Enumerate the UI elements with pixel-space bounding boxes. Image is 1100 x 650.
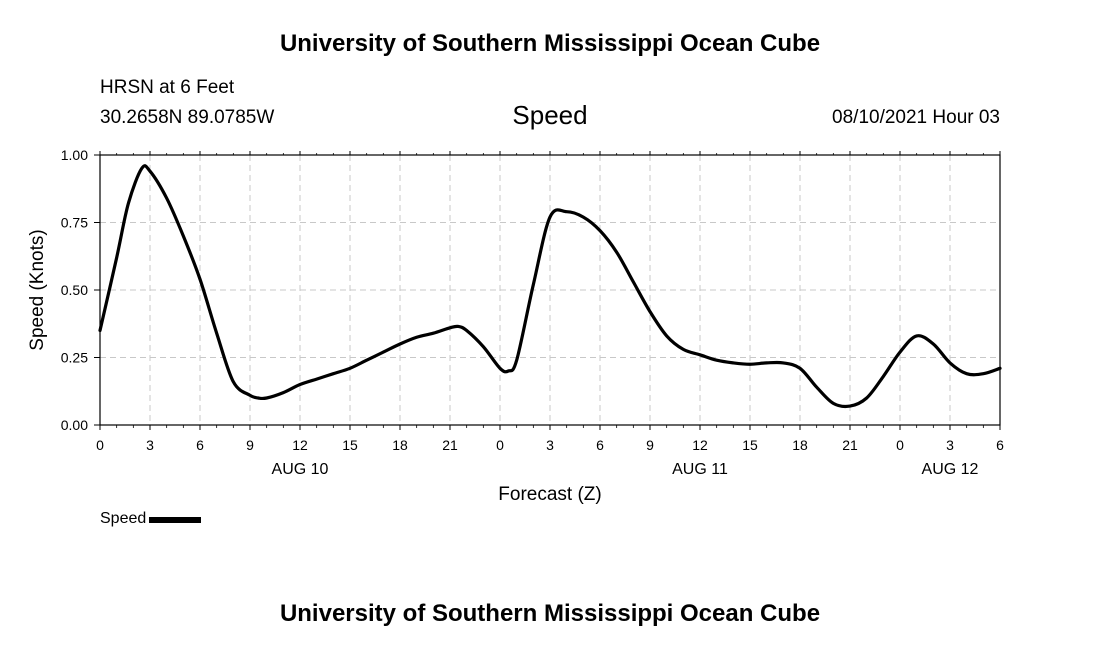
y-tick-label: 0.00 — [61, 417, 88, 433]
legend: Speed — [100, 510, 202, 528]
y-tick-labels: 0.00 0.25 0.50 0.75 1.00 — [61, 147, 88, 433]
grid-lines — [100, 155, 1000, 425]
x-tick-label: 3 — [146, 437, 154, 453]
footer-title: University of Southern Mississippi Ocean… — [279, 600, 821, 627]
x-axis-label: Forecast (Z) — [498, 484, 601, 505]
chart-title: University of Southern Mississippi Ocean… — [279, 30, 821, 57]
day-label: AUG 12 — [922, 461, 979, 478]
x-tick-label: 3 — [946, 437, 954, 453]
x-tick-label: 21 — [842, 437, 858, 453]
x-tick-label: 0 — [496, 437, 504, 453]
x-tick-label: 18 — [392, 437, 408, 453]
x-tick-label: 15 — [342, 437, 358, 453]
station-label: HRSN at 6 Feet — [100, 77, 235, 98]
x-tick-label: 21 — [442, 437, 458, 453]
y-axis-label: Speed (Knots) — [27, 229, 48, 350]
x-tick-label: 6 — [596, 437, 604, 453]
x-tick-label: 0 — [96, 437, 104, 453]
x-tick-labels: 0 3 6 9 12 15 18 21 0 3 6 9 12 15 18 21 0 3 6 — [96, 437, 1004, 453]
y-tick-label: 0.75 — [61, 215, 88, 231]
x-tick-label: 18 — [792, 437, 808, 453]
speed-series-line — [98, 164, 1002, 409]
y-tick-label: 1.00 — [61, 147, 88, 163]
x-tick-label: 6 — [196, 437, 204, 453]
y-tick-label: 0.50 — [61, 282, 88, 298]
legend-label: Speed — [100, 510, 147, 527]
variable-title: Speed — [512, 100, 588, 130]
plot-frame — [99, 154, 1001, 426]
x-tick-label: 0 — [896, 437, 904, 453]
x-tick-label: 9 — [246, 437, 254, 453]
day-label: AUG 11 — [672, 461, 728, 478]
day-labels: AUG 10 AUG 11 AUG 12 — [272, 461, 979, 478]
forecast-timestamp: 08/10/2021 Hour 03 — [832, 107, 1000, 128]
x-tick-label: 12 — [692, 437, 708, 453]
y-tick-label: 0.25 — [61, 350, 88, 366]
legend-line-swatch — [149, 517, 202, 523]
x-tick-label: 3 — [546, 437, 554, 453]
station-coordinates: 30.2658N 89.0785W — [100, 107, 275, 128]
x-tick-label: 15 — [742, 437, 758, 453]
x-tick-label: 9 — [646, 437, 654, 453]
day-label: AUG 10 — [272, 461, 329, 478]
x-tick-label: 6 — [996, 437, 1004, 453]
x-tick-label: 12 — [292, 437, 308, 453]
